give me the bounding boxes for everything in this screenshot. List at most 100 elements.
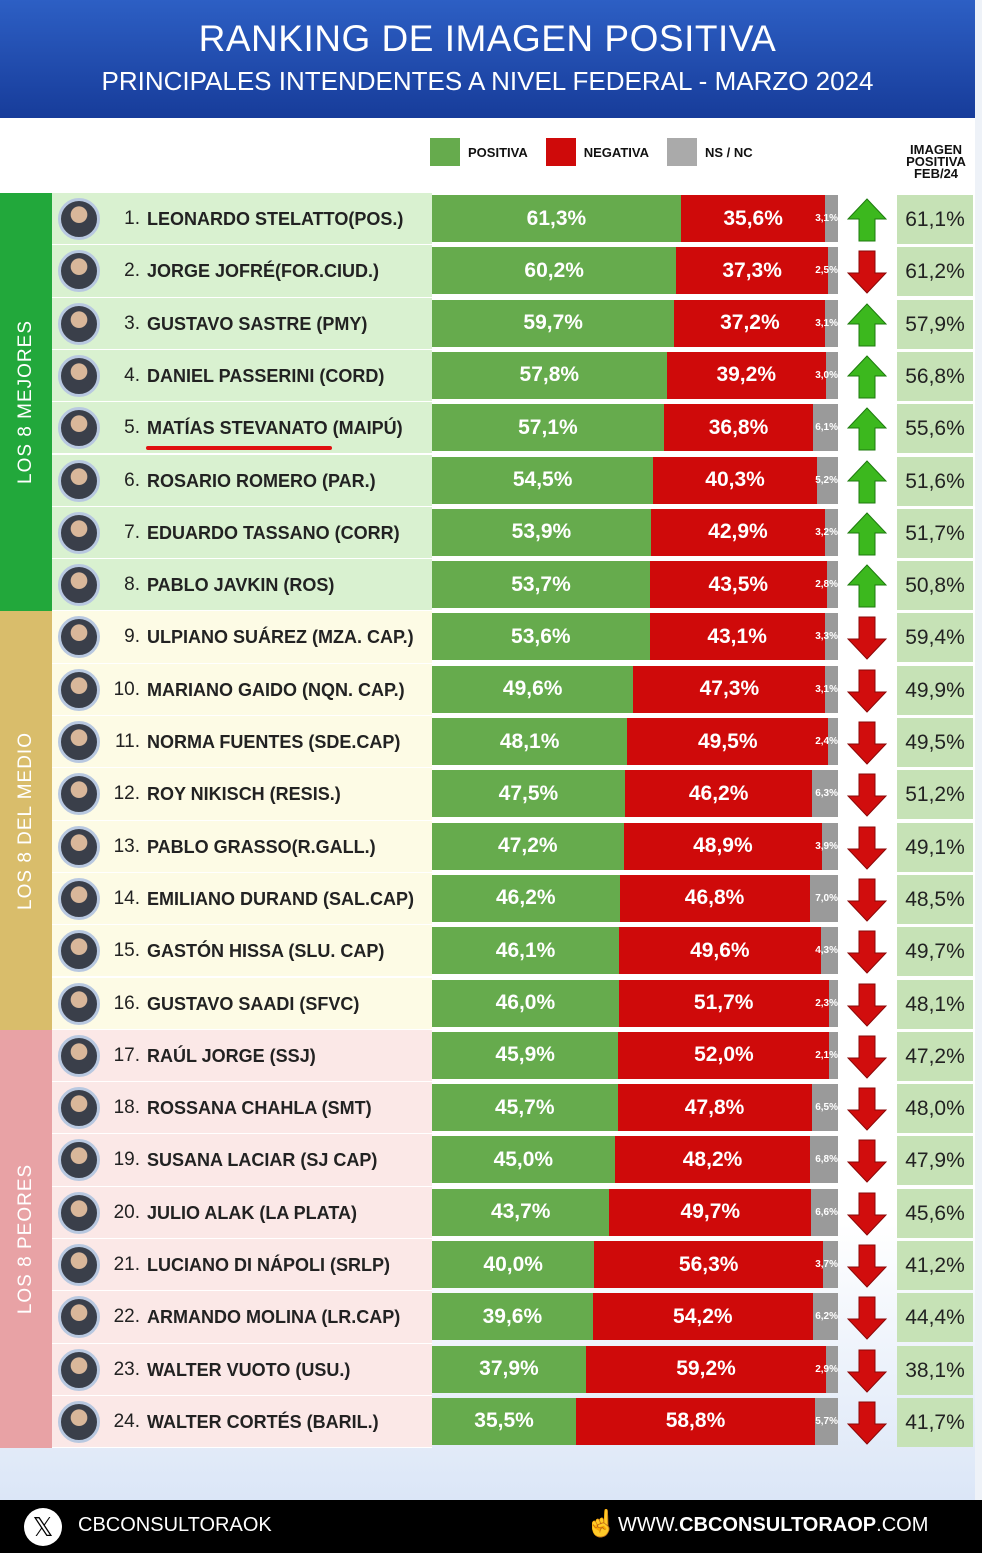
- data-label-nsnc: 3,1%: [815, 683, 838, 695]
- data-label-positiva: 57,8%: [519, 363, 580, 387]
- avatar: [58, 982, 100, 1025]
- data-label-nsnc: 2,1%: [815, 1049, 838, 1061]
- rank: 16.: [113, 992, 140, 1014]
- data-label-negativa: 36,8%: [708, 415, 769, 439]
- table-row: 6. ROSARIO ROMERO (PAR.) 54,5% 40,3% 5,2…: [52, 454, 975, 507]
- data-label-nsnc: 3,2%: [815, 526, 838, 538]
- bar-negativa: 42,9%: [650, 508, 825, 556]
- data-label-negativa: 49,5%: [697, 729, 758, 753]
- trend-down-arrow-icon: [847, 1139, 887, 1184]
- rank: 3.: [124, 312, 140, 334]
- feb-column-header: IMAGEN POSITIVA FEB/24: [898, 143, 974, 180]
- data-label-nsnc: 2,8%: [815, 579, 838, 591]
- chart-title: RANKING DE IMAGEN POSITIVA: [198, 18, 777, 59]
- avatar: [58, 1191, 100, 1234]
- avatar: [58, 459, 100, 502]
- bar-positiva: 45,7%: [432, 1084, 618, 1132]
- data-label-positiva: 37,9%: [479, 1357, 539, 1381]
- table-row: 17. RAÚL JORGE (SSJ) 45,9% 52,0% 2,1% 47…: [52, 1029, 975, 1083]
- row-background: [52, 1343, 432, 1396]
- trend-down-arrow-icon: [847, 1087, 887, 1131]
- mayor-name: ROSARIO ROMERO (PAR.): [147, 470, 376, 491]
- trend-down-arrow-icon: [847, 1192, 887, 1236]
- row-background: [52, 1186, 432, 1239]
- bar-negativa: 37,3%: [676, 247, 828, 295]
- bar-negativa: 39,2%: [666, 351, 826, 399]
- site-suffix: .COM: [876, 1514, 929, 1536]
- feb-value: 59,4%: [897, 613, 973, 663]
- row-background: [52, 1291, 432, 1344]
- bar-nsnc: 2,9%: [815, 1345, 838, 1393]
- rank: 22.: [113, 1306, 140, 1328]
- rank: 19.: [113, 1149, 140, 1171]
- bar-negativa: 47,8%: [617, 1084, 812, 1132]
- website-link[interactable]: WWW.CBCONSULTORAOP.COM: [618, 1514, 928, 1537]
- row-background: [52, 611, 432, 664]
- table-row: 8. PABLO JAVKIN (ROS) 53,7% 43,5% 2,8% 5…: [52, 559, 975, 612]
- rank: 13.: [113, 835, 140, 857]
- bar-positiva: 46,1%: [432, 927, 620, 975]
- trend-down-arrow-icon: [847, 1401, 887, 1445]
- feb-value: 57,9%: [897, 299, 973, 349]
- row-background: [52, 663, 432, 716]
- bar-positiva: 49,6%: [432, 665, 634, 713]
- bar-positiva: 53,7%: [432, 561, 651, 609]
- x-logo-icon: 𝕏: [24, 1508, 62, 1546]
- trend-down-arrow-icon: [847, 826, 887, 870]
- data-label-negativa: 47,3%: [699, 677, 760, 701]
- feb-value: 41,2%: [897, 1241, 973, 1290]
- feb-value: 61,2%: [897, 247, 973, 297]
- feb-value: 45,6%: [897, 1188, 973, 1238]
- data-label-nsnc: 2,5%: [815, 265, 838, 277]
- highlight-underline: [146, 446, 332, 450]
- legend-swatch-negativa: [545, 138, 576, 166]
- rank: 15.: [113, 940, 140, 962]
- bar-negativa: 36,8%: [663, 404, 814, 452]
- mayor-name: LEONARDO STELATTO(POS.): [147, 209, 404, 229]
- data-label-positiva: 45,7%: [494, 1095, 555, 1119]
- legend-label: NS / NC: [704, 144, 753, 160]
- bar-positiva: 46,2%: [432, 874, 620, 922]
- legend-swatch-nsnc: [666, 138, 697, 166]
- trend-down-arrow-icon: [847, 1244, 887, 1288]
- trend-up-arrow-icon: [847, 459, 887, 503]
- data-label-negativa: 54,2%: [673, 1304, 733, 1328]
- trend-down-arrow-icon: [847, 983, 887, 1027]
- bar-negativa: 49,5%: [627, 718, 829, 765]
- data-label-positiva: 46,0%: [495, 991, 556, 1014]
- bar-nsnc: 6,8%: [810, 1136, 838, 1184]
- bar-nsnc: 6,5%: [811, 1084, 838, 1132]
- bar-positiva: 47,5%: [432, 770, 625, 818]
- rank: 14.: [113, 887, 140, 909]
- row-background: [52, 1029, 432, 1083]
- table-row: 19. SUSANA LACIAR (SJ CAP) 45,0% 48,2% 6…: [52, 1134, 975, 1187]
- pointer-hand-icon: ☝: [585, 1508, 618, 1538]
- legend-nsnc: NS / NC: [666, 138, 753, 166]
- bar-nsnc: 2,1%: [815, 1031, 838, 1079]
- data-label-nsnc: 6,6%: [815, 1206, 838, 1218]
- mayor-name: GASTÓN HISSA (SLU. CAP): [147, 941, 385, 962]
- group-label-text: LOS 8 DEL MEDIO: [15, 731, 36, 910]
- data-label-positiva: 54,5%: [512, 468, 573, 491]
- data-label-negativa: 37,3%: [722, 258, 782, 282]
- table-row: 7. EDUARDO TASSANO (CORR) 53,9% 42,9% 3,…: [52, 506, 975, 560]
- data-label-positiva: 53,6%: [511, 624, 571, 648]
- data-label-nsnc: 6,5%: [815, 1102, 838, 1114]
- data-label-positiva: 61,3%: [526, 206, 587, 230]
- data-label-nsnc: 2,3%: [815, 997, 838, 1009]
- data-label-negativa: 58,8%: [665, 1409, 726, 1433]
- avatar: [58, 1087, 100, 1130]
- rank: 2.: [124, 260, 140, 282]
- legend-swatch-positiva: [430, 138, 460, 166]
- data-label-negativa: 48,9%: [693, 834, 753, 858]
- table-row: 9. ULPIANO SUÁREZ (MZA. CAP.) 53,6% 43,1…: [52, 611, 975, 664]
- data-label-positiva: 53,9%: [511, 520, 572, 544]
- x-handle[interactable]: CBCONSULTORAOK: [78, 1514, 272, 1536]
- row-background: [52, 925, 432, 978]
- row-background: [52, 349, 432, 403]
- bar-nsnc: 3,9%: [815, 822, 838, 870]
- avatar: [58, 1296, 100, 1339]
- data-label-positiva: 57,1%: [518, 415, 578, 439]
- data-label-negativa: 48,2%: [682, 1147, 743, 1171]
- bar-nsnc: 2,5%: [815, 247, 838, 295]
